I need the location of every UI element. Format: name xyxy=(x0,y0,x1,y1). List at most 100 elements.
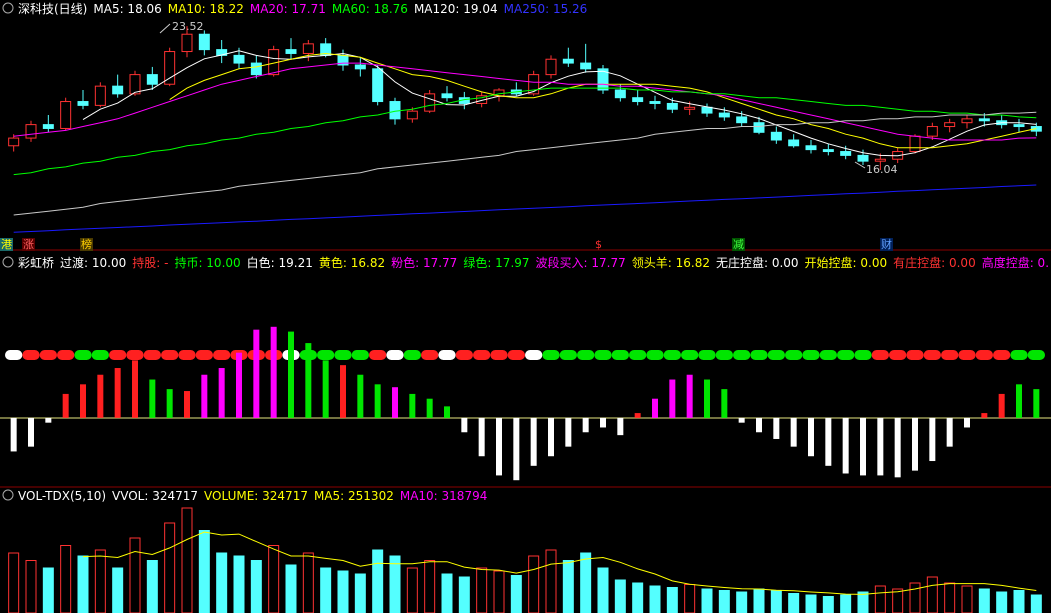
menu-icon[interactable] xyxy=(2,256,14,268)
trend-band-segment xyxy=(126,350,144,360)
legend-entry: 绿色: 17.97 xyxy=(463,256,530,270)
rainbow-bar xyxy=(669,379,676,418)
candle-body xyxy=(424,93,436,112)
candle-body xyxy=(406,110,418,120)
volume-bar xyxy=(736,591,748,613)
trend-band-segment xyxy=(767,350,785,360)
legend-entry: MA60: 18.76 xyxy=(331,2,408,16)
candle-body xyxy=(857,154,869,162)
trend-band-segment xyxy=(837,350,855,360)
candle-body xyxy=(250,62,262,76)
rainbow-bar xyxy=(444,406,450,418)
volume-bar xyxy=(1030,594,1042,613)
candle-body xyxy=(42,124,54,129)
candle-body xyxy=(233,54,245,64)
candle-body xyxy=(1013,124,1025,128)
rainbow-bar xyxy=(478,417,485,457)
trend-band-segment xyxy=(178,350,196,360)
trend-band-segment xyxy=(39,350,57,360)
volume-bar xyxy=(718,590,730,613)
volume-bar xyxy=(614,579,626,613)
volume-bar xyxy=(510,575,522,613)
ma-line xyxy=(13,184,1037,233)
volume-bar xyxy=(580,552,592,613)
rainbow-bar xyxy=(773,417,780,439)
rainbow-bar xyxy=(218,368,225,418)
indicator-title: 彩虹桥 xyxy=(18,256,55,270)
rainbow-bar xyxy=(721,389,728,418)
candle-body xyxy=(389,101,401,120)
rainbow-bar xyxy=(409,393,416,418)
trend-band-segment xyxy=(802,350,820,360)
candle-body xyxy=(302,43,314,54)
rainbow-bar xyxy=(790,417,797,447)
menu-icon[interactable] xyxy=(2,489,14,501)
rainbow-bar xyxy=(998,393,1005,418)
rainbow-bar xyxy=(565,417,572,447)
volume-bar xyxy=(181,507,193,613)
candle-body xyxy=(8,137,20,147)
trend-band-segment xyxy=(785,350,803,360)
candle-body xyxy=(649,101,661,104)
legend-entry: 白色: 19.21 xyxy=(246,256,313,270)
rainbow-bar xyxy=(548,417,554,457)
low-annotation: 16.04 xyxy=(866,163,898,176)
trend-band-segment xyxy=(525,350,543,360)
legend-entry: 无庄控盘: 0.00 xyxy=(715,256,799,270)
legend-entry: 过渡: 10.00 xyxy=(60,256,127,270)
legend-entry: 持币: 10.00 xyxy=(174,256,241,270)
trend-band-segment xyxy=(733,350,751,360)
candle-body xyxy=(129,74,141,95)
trend-band-segment xyxy=(958,350,976,360)
volume-bar xyxy=(320,567,332,613)
volume-bar xyxy=(146,560,158,613)
rainbow-bar xyxy=(652,398,658,418)
trend-band-segment xyxy=(542,350,560,360)
volume-bar xyxy=(788,593,800,613)
signal-tag: 榜 xyxy=(80,238,93,251)
trend-band-segment xyxy=(213,350,231,360)
volume-ma-line xyxy=(82,531,1037,595)
volume-bar xyxy=(528,555,540,613)
volume-bar xyxy=(216,552,228,613)
candle-body xyxy=(632,97,644,103)
candle-body xyxy=(770,131,782,141)
rainbow-bar xyxy=(184,391,190,418)
volume-bar xyxy=(8,552,20,613)
rainbow-bar xyxy=(808,417,814,457)
trend-band-segment xyxy=(629,350,647,360)
rainbow-bar xyxy=(62,393,69,418)
volume-bar xyxy=(250,560,262,613)
volume-bar xyxy=(909,582,921,613)
volume-bar xyxy=(406,567,418,613)
ma-line xyxy=(13,62,1037,141)
main-header: 深科技(日线) MA5: 18.06 MA10: 18.22 MA20: 17.71 M… xyxy=(18,1,1048,17)
volume-bar xyxy=(562,560,574,613)
rainbow-bar xyxy=(97,374,104,418)
candle-body xyxy=(909,135,921,153)
rainbow-bar xyxy=(912,417,918,471)
candle-body xyxy=(441,93,453,99)
volume-bar xyxy=(60,545,72,613)
candle-body xyxy=(978,118,990,122)
candle-body xyxy=(840,151,852,156)
rainbow-bar xyxy=(28,417,34,447)
candle-body xyxy=(597,68,609,91)
rainbow-bar xyxy=(392,387,398,418)
volume-bar xyxy=(1013,590,1025,613)
trend-band-segment xyxy=(386,350,404,360)
volume-bar xyxy=(77,555,89,613)
menu-icon[interactable] xyxy=(2,2,14,14)
stock-title: 深科技(日线) xyxy=(18,2,88,16)
volume-bar xyxy=(961,585,973,613)
rainbow-bar xyxy=(270,326,277,418)
trend-band-segment xyxy=(195,350,213,360)
trend-band-segment xyxy=(74,350,92,360)
trend-band-segment xyxy=(455,350,473,360)
rainbow-bar xyxy=(530,417,537,466)
annotation-pointer xyxy=(854,161,866,169)
candle-body xyxy=(164,51,176,85)
candle-body xyxy=(545,58,557,76)
annotation-pointer xyxy=(159,23,171,34)
rainbow-bar xyxy=(357,374,364,418)
